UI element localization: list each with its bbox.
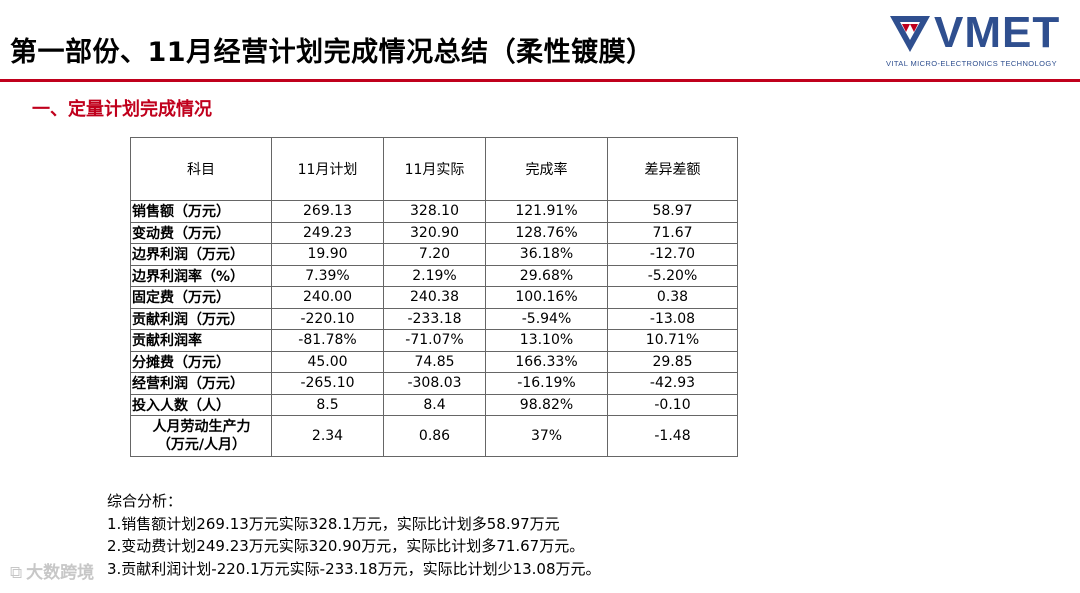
row-label: 分摊费（万元） xyxy=(130,350,272,373)
cell-plan: 2.34 xyxy=(271,415,384,457)
cell-difference: 58.97 xyxy=(607,200,738,223)
watermark-icon: ⧉ xyxy=(10,563,23,583)
row-label: 投入人数（人） xyxy=(130,393,272,416)
cell-rate: -16.19% xyxy=(485,372,608,395)
cell-plan: 19.90 xyxy=(271,243,384,266)
cell-plan: -81.78% xyxy=(271,329,384,352)
table-header-row: 科目 11月计划 11月实际 完成率 差异差额 xyxy=(130,137,738,201)
row-label: 边界利润（万元） xyxy=(130,243,272,266)
logo-wordmark: VMET xyxy=(934,8,1061,57)
row-label: 边界利润率（%） xyxy=(130,264,272,287)
header-divider xyxy=(0,79,1080,82)
row-label: 人月劳动生产力 （万元/人月） xyxy=(130,415,272,457)
analysis-summary: 综合分析： 1.销售额计划269.13万元实际328.1万元，实际比计划多58.… xyxy=(107,490,601,580)
cell-difference: 71.67 xyxy=(607,221,738,244)
cell-plan: 7.39% xyxy=(271,264,384,287)
summary-line: 2.变动费计划249.23万元实际320.90万元，实际比计划多71.67万元。 xyxy=(107,537,585,555)
cell-rate: 100.16% xyxy=(485,286,608,309)
vmet-logo: VMET VITAL MICRO-ELECTRONICS TECHNOLOGY xyxy=(884,8,1070,72)
cell-difference: 10.71% xyxy=(607,329,738,352)
table-row: 销售额（万元） 269.13 328.10 121.91% 58.97 xyxy=(130,200,738,223)
row-label: 贡献利润（万元） xyxy=(130,307,272,330)
table-row: 边界利润（万元） 19.90 7.20 36.18% -12.70 xyxy=(130,243,738,266)
cell-actual: 328.10 xyxy=(383,200,486,223)
cell-difference: -5.20% xyxy=(607,264,738,287)
table-row: 分摊费（万元） 45.00 74.85 166.33% 29.85 xyxy=(130,350,738,373)
logo-tagline: VITAL MICRO-ELECTRONICS TECHNOLOGY xyxy=(886,59,1057,68)
cell-plan: 249.23 xyxy=(271,221,384,244)
table-row: 投入人数（人） 8.5 8.4 98.82% -0.10 xyxy=(130,393,738,416)
cell-rate: 37% xyxy=(485,415,608,457)
cell-difference: -0.10 xyxy=(607,393,738,416)
summary-line: 1.销售额计划269.13万元实际328.1万元，实际比计划多58.97万元 xyxy=(107,514,560,533)
cell-actual: 2.19% xyxy=(383,264,486,287)
cell-plan: 45.00 xyxy=(271,350,384,373)
header-cell-subject: 科目 xyxy=(130,137,272,201)
row-label-line2: （万元/人月） xyxy=(156,437,247,453)
cell-actual: -308.03 xyxy=(383,372,486,395)
summary-heading: 综合分析： xyxy=(107,492,183,510)
cell-difference: 29.85 xyxy=(607,350,738,373)
cell-rate: -5.94% xyxy=(485,307,608,330)
row-label: 经营利润（万元） xyxy=(130,372,272,395)
table-row: 人月劳动生产力 （万元/人月） 2.34 0.86 37% -1.48 xyxy=(130,415,738,457)
slide-title: 第一部份、11月经营计划完成情况总结（柔性镀膜） xyxy=(10,37,654,68)
vmet-logo-icon xyxy=(890,16,930,52)
cell-difference: -13.08 xyxy=(607,307,738,330)
table-row: 贡献利润（万元） -220.10 -233.18 -5.94% -13.08 xyxy=(130,307,738,330)
cell-plan: 269.13 xyxy=(271,200,384,223)
cell-rate: 13.10% xyxy=(485,329,608,352)
row-label: 贡献利润率 xyxy=(130,329,272,352)
cell-rate: 166.33% xyxy=(485,350,608,373)
row-label: 销售额（万元） xyxy=(130,200,272,223)
cell-actual: 240.38 xyxy=(383,286,486,309)
plan-completion-table: 科目 11月计划 11月实际 完成率 差异差额 销售额（万元） 269.13 3… xyxy=(130,137,738,457)
header-cell-difference: 差异差额 xyxy=(607,137,738,201)
table-row: 固定费（万元） 240.00 240.38 100.16% 0.38 xyxy=(130,286,738,309)
section-title: 一、定量计划完成情况 xyxy=(32,99,212,120)
summary-line: 3.贡献利润计划-220.1万元实际-233.18万元，实际比计划少13.08万… xyxy=(107,559,601,578)
table-row: 变动费（万元） 249.23 320.90 128.76% 71.67 xyxy=(130,221,738,244)
cell-rate: 36.18% xyxy=(485,243,608,266)
cell-rate: 29.68% xyxy=(485,264,608,287)
cell-rate: 98.82% xyxy=(485,393,608,416)
cell-actual: 320.90 xyxy=(383,221,486,244)
cell-difference: -1.48 xyxy=(607,415,738,457)
cell-actual: -233.18 xyxy=(383,307,486,330)
cell-difference: 0.38 xyxy=(607,286,738,309)
row-label: 固定费（万元） xyxy=(130,286,272,309)
header-cell-actual: 11月实际 xyxy=(383,137,486,201)
watermark: ⧉ 大数跨境 xyxy=(10,558,94,583)
table-row: 贡献利润率 -81.78% -71.07% 13.10% 10.71% xyxy=(130,329,738,352)
cell-rate: 121.91% xyxy=(485,200,608,223)
cell-plan: -220.10 xyxy=(271,307,384,330)
cell-actual: 7.20 xyxy=(383,243,486,266)
header-cell-plan: 11月计划 xyxy=(271,137,384,201)
cell-plan: -265.10 xyxy=(271,372,384,395)
row-label-line1: 人月劳动生产力 xyxy=(152,419,251,435)
row-label: 变动费（万元） xyxy=(130,221,272,244)
cell-difference: -42.93 xyxy=(607,372,738,395)
cell-actual: 8.4 xyxy=(383,393,486,416)
cell-difference: -12.70 xyxy=(607,243,738,266)
cell-plan: 8.5 xyxy=(271,393,384,416)
header-cell-completion-rate: 完成率 xyxy=(485,137,608,201)
cell-actual: -71.07% xyxy=(383,329,486,352)
cell-rate: 128.76% xyxy=(485,221,608,244)
watermark-text: 大数跨境 xyxy=(26,563,95,583)
cell-actual: 74.85 xyxy=(383,350,486,373)
cell-actual: 0.86 xyxy=(383,415,486,457)
cell-plan: 240.00 xyxy=(271,286,384,309)
table-row: 经营利润（万元） -265.10 -308.03 -16.19% -42.93 xyxy=(130,372,738,395)
table-row: 边界利润率（%） 7.39% 2.19% 29.68% -5.20% xyxy=(130,264,738,287)
